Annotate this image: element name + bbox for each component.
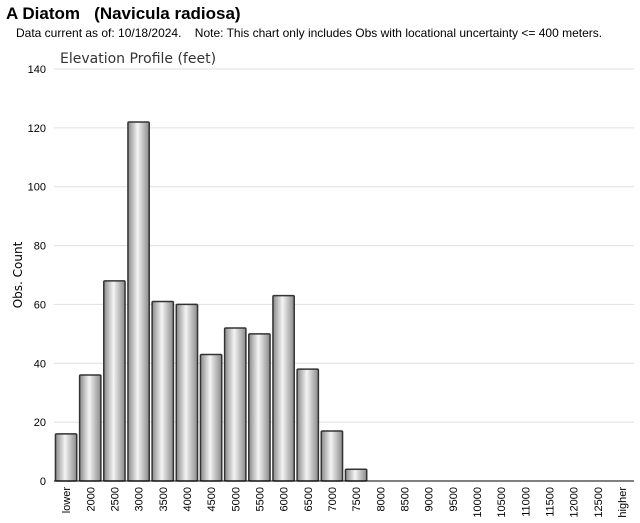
x-tick-label: 3500 — [158, 487, 170, 511]
x-tick-label: 4000 — [182, 487, 194, 511]
x-tick-label: 9500 — [448, 487, 460, 511]
y-tick-label: 40 — [34, 358, 46, 370]
bar-lower — [54, 433, 78, 482]
bar-3000 — [127, 121, 150, 482]
bar-5000 — [223, 327, 247, 482]
y-tick-label: 140 — [28, 64, 46, 76]
x-tick-label: 4500 — [206, 487, 218, 511]
x-tick-label: 7000 — [327, 487, 339, 511]
x-tick-label: 3000 — [134, 487, 146, 511]
data-note: Data current as of: 10/18/2024. Note: Th… — [16, 26, 603, 40]
bar-2500 — [103, 280, 126, 482]
x-tick-labels: lower 2000 2500 3000 3500 4000 4500 5000 5500 600… — [61, 487, 629, 518]
x-tick-label: 6000 — [279, 487, 291, 511]
x-tick-label: 8000 — [375, 487, 387, 511]
bar-4500 — [199, 353, 223, 482]
x-tick-label: 5500 — [254, 487, 266, 511]
y-tick-label: 120 — [28, 123, 46, 135]
chart-title: Elevation Profile (feet) — [60, 51, 216, 67]
x-tick-label: 10500 — [496, 487, 508, 518]
bar-4000 — [175, 303, 199, 482]
x-tick-label: lower — [61, 487, 73, 514]
bar-2000 — [78, 374, 102, 482]
bar-7000 — [320, 430, 344, 482]
y-axis-title: Obs. Count — [11, 241, 25, 308]
x-tick-label: 2000 — [85, 487, 97, 511]
y-tick-label: 80 — [34, 241, 46, 253]
y-tick-label: 20 — [34, 417, 46, 429]
x-tick-label: 11500 — [544, 487, 556, 517]
x-tick-label: 2500 — [109, 487, 121, 511]
bar-3500 — [151, 300, 175, 482]
y-tick-labels: 0 20 40 60 80 100 120 140 — [28, 64, 46, 488]
x-tick-label: 8500 — [399, 487, 411, 511]
x-tick-label: 12000 — [569, 487, 581, 518]
x-tick-label: 11000 — [520, 487, 532, 517]
bar-6500 — [296, 368, 320, 482]
y-tick-label: 0 — [40, 476, 46, 488]
gridlines — [54, 68, 634, 423]
bar-7500 — [344, 468, 368, 482]
bar-6000 — [272, 294, 295, 482]
x-tick-label: 7500 — [351, 487, 363, 511]
bar-5500 — [248, 333, 271, 482]
x-tick-label: higher — [617, 487, 629, 518]
x-tick-label: 12500 — [593, 487, 605, 518]
y-tick-label: 60 — [34, 299, 46, 311]
x-tick-label: 5000 — [230, 487, 242, 511]
y-tick-label: 100 — [28, 182, 46, 194]
bars — [54, 121, 368, 482]
x-tick-label: 6500 — [303, 487, 315, 511]
x-tick-label: 10000 — [472, 487, 484, 518]
x-tick-label: 9000 — [424, 487, 436, 511]
page-title: A Diatom (Navicula radiosa) — [6, 4, 241, 23]
